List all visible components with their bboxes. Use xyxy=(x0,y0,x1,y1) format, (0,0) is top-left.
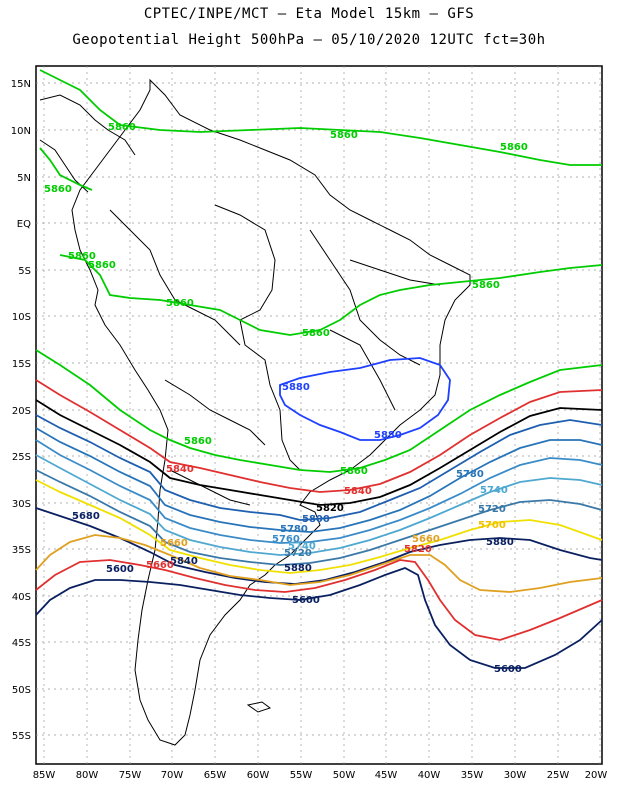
lon-label: 20W xyxy=(585,770,608,781)
contour-label-5640: 5840 xyxy=(170,556,198,567)
contour-label-5820: 5820 xyxy=(316,503,344,514)
contour-label-5860: 5860 xyxy=(184,436,212,447)
contour-label-5860: 5860 xyxy=(68,251,96,262)
chart-subtitle: Geopotential Height 500hPa – 05/10/2020 … xyxy=(72,32,546,48)
latitude-labels: 15N 10N 5N EQ 5S 10S 15S 20S 25S 30S 35S… xyxy=(11,79,31,742)
contour-label-5880: 5880 xyxy=(374,430,402,441)
lat-label: EQ xyxy=(17,219,31,230)
contour-label-5840: 5840 xyxy=(344,486,372,497)
lat-label: 10S xyxy=(12,312,31,323)
lat-label: 15S xyxy=(12,359,31,370)
lon-label: 30W xyxy=(504,770,527,781)
contour-label-5860: 5860 xyxy=(88,260,116,271)
contour-label-5660: 5660 xyxy=(160,538,188,549)
contour-label-5720: 5720 xyxy=(478,504,506,515)
contour-5860-north xyxy=(39,69,602,166)
contour-label-5760: 5760 xyxy=(272,534,300,545)
contour-label-5820: 5820 xyxy=(404,544,432,555)
contour-label-5680: 5680 xyxy=(72,511,100,522)
contour-5860-north-edge xyxy=(39,147,93,191)
lon-label: 80W xyxy=(76,770,99,781)
contour-5780 xyxy=(35,427,603,533)
contour-5760 xyxy=(35,439,603,544)
lon-label: 40W xyxy=(418,770,441,781)
contour-5840 xyxy=(35,379,603,493)
contour-label-5600: 5600 xyxy=(106,564,134,575)
south-america-coast xyxy=(71,78,471,746)
contour-label-5780: 5780 xyxy=(456,469,484,480)
graticule xyxy=(36,66,602,764)
contour-5740 xyxy=(35,454,603,556)
lat-label: 10N xyxy=(11,126,31,137)
lat-label: 5N xyxy=(17,173,31,184)
contour-label-5860: 5860 xyxy=(472,280,500,291)
contour-5720 xyxy=(35,469,603,566)
contour-label-5880: 5880 xyxy=(282,382,310,393)
lon-label: 70W xyxy=(161,770,184,781)
contour-label-5860: 5860 xyxy=(44,184,72,195)
contour-5640-red xyxy=(35,559,603,641)
contour-label-5740: 5740 xyxy=(480,485,508,496)
contour-5660-orange xyxy=(35,534,603,593)
contour-label-5600: 5600 xyxy=(292,595,320,606)
contours xyxy=(35,69,603,669)
map-frame xyxy=(35,65,603,765)
contour-label-5800: 5800 xyxy=(302,514,330,525)
lon-label: 35W xyxy=(461,770,484,781)
lon-label: 65W xyxy=(204,770,227,781)
brazil-border xyxy=(214,204,301,471)
lon-label: 60W xyxy=(247,770,270,781)
contour-label-5860: 5860 xyxy=(166,298,194,309)
contour-5600 xyxy=(35,567,603,669)
contour-5860-amazon xyxy=(59,254,603,336)
lat-label: 50S xyxy=(12,685,31,696)
contour-label-5600: 5600 xyxy=(494,664,522,675)
lon-label: 85W xyxy=(33,770,56,781)
contour-label-5620: 5660 xyxy=(146,560,174,571)
lat-label: 45S xyxy=(12,638,31,649)
contour-5860-south xyxy=(35,349,603,473)
contour-label-5880: 5880 xyxy=(486,537,514,548)
contour-5820 xyxy=(35,399,603,506)
brazil-states xyxy=(309,229,441,411)
coastlines xyxy=(39,78,471,746)
contour-label-5880: 5880 xyxy=(284,563,312,574)
lat-label: 15N xyxy=(11,79,31,90)
contour-label-5660: 5660 xyxy=(412,534,440,545)
falklands xyxy=(246,701,272,713)
lat-label: 35S xyxy=(12,545,31,556)
lon-label: 25W xyxy=(547,770,570,781)
contour-label-5780: 5780 xyxy=(280,524,308,535)
contour-5800 xyxy=(35,414,603,521)
lat-label: 40S xyxy=(12,592,31,603)
contour-label-5720: 5720 xyxy=(284,548,312,559)
lon-label: 50W xyxy=(333,770,356,781)
contour-label-5860: 5860 xyxy=(108,122,136,133)
contour-5880 xyxy=(279,357,451,441)
lon-label: 75W xyxy=(119,770,142,781)
contour-label-5840: 5840 xyxy=(166,464,194,475)
contour-label-5860: 5860 xyxy=(340,466,368,477)
lat-label: 20S xyxy=(12,406,31,417)
lat-label: 30S xyxy=(12,499,31,510)
lon-label: 45W xyxy=(375,770,398,781)
longitude-labels: 85W 80W 75W 70W 65W 60W 55W 50W 45W 40W … xyxy=(33,770,608,781)
lon-label: 55W xyxy=(290,770,313,781)
contour-label-5700: 5700 xyxy=(478,520,506,531)
contour-label-5740: 5740 xyxy=(288,541,316,552)
contour-5700 xyxy=(35,479,603,574)
contour-label-5860: 5860 xyxy=(302,328,330,339)
chart-title: CPTEC/INPE/MCT – Eta Model 15km – GFS xyxy=(143,6,475,22)
contour-label-5860: 5860 xyxy=(330,130,358,141)
andes-borders xyxy=(109,209,266,506)
lat-label: 25S xyxy=(12,452,31,463)
contour-labels: 5860 5860 5860 5860 5860 5860 5860 5860 … xyxy=(44,122,528,675)
contour-label-5860: 5860 xyxy=(500,142,528,153)
lat-label: 55S xyxy=(12,731,31,742)
lat-label: 5S xyxy=(18,266,31,277)
